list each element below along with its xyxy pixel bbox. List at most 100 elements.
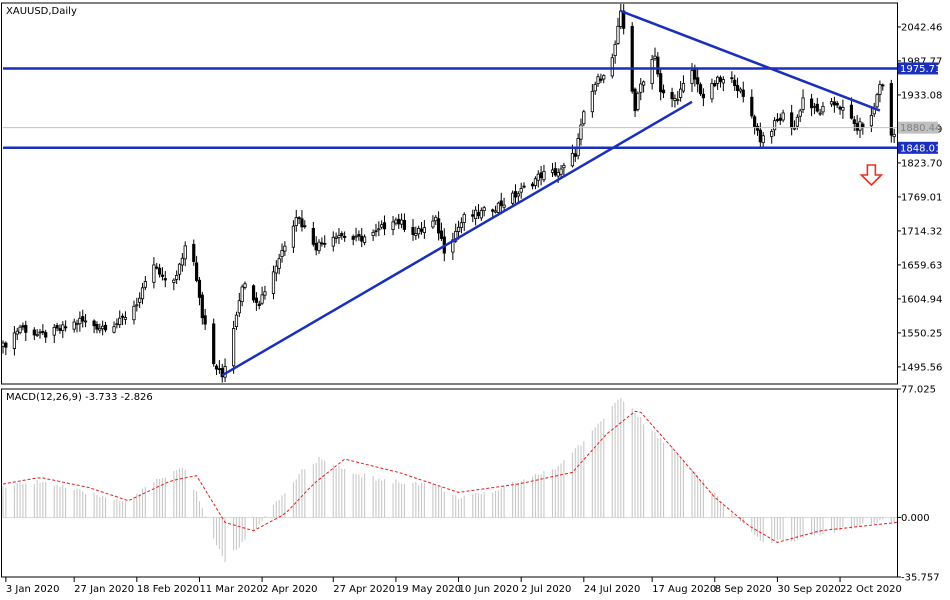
candle: [118, 310, 122, 328]
candle: [832, 96, 836, 113]
candle: [892, 128, 896, 143]
candle: [790, 104, 794, 136]
candle: [4, 341, 8, 356]
candle: [331, 231, 335, 252]
level-price-box: [898, 141, 938, 154]
candle: [382, 215, 387, 236]
candle: [750, 89, 754, 119]
candle: [835, 100, 839, 109]
candle: [733, 74, 737, 91]
candle: [622, 4, 626, 35]
x-tick-label: 24 Jul 2020: [584, 584, 641, 595]
candle: [157, 263, 162, 278]
candle: [1, 340, 5, 354]
candle: [562, 162, 566, 176]
candle: [596, 73, 600, 87]
level-price-box: [898, 62, 938, 75]
candle: [357, 230, 361, 241]
candle: [274, 260, 278, 282]
candle: [519, 182, 523, 199]
candle: [593, 81, 597, 95]
y-tick-label: 1933.08: [901, 90, 942, 101]
candle: [889, 79, 893, 143]
candle: [172, 278, 176, 291]
y-tick-label: 1769.01: [901, 192, 942, 203]
x-tick-label: 2 Jul 2020: [521, 584, 571, 595]
candle: [217, 360, 221, 374]
candle: [251, 284, 256, 303]
candle: [32, 327, 36, 341]
candle: [41, 324, 45, 336]
candle: [195, 255, 199, 283]
candle: [681, 75, 686, 93]
candle: [781, 109, 785, 123]
candle: [542, 164, 546, 183]
candle: [738, 87, 743, 94]
candle: [291, 220, 296, 253]
candle: [257, 300, 261, 310]
candle: [698, 82, 703, 97]
macd-pane: 77.025 0.000 -35.757: [1, 385, 940, 584]
candle: [220, 363, 224, 383]
y-tick-label: 1659.63: [901, 260, 942, 271]
y-tick-label: 1714.32: [901, 226, 942, 237]
candle: [391, 216, 395, 236]
candle: [314, 236, 318, 256]
candle: [337, 228, 341, 244]
candle: [590, 83, 594, 118]
candle: [192, 239, 196, 266]
y-tick-label: 1604.94: [901, 294, 942, 305]
candle: [21, 322, 25, 331]
candle: [362, 234, 367, 246]
candle: [761, 131, 765, 148]
candle: [260, 286, 264, 306]
candle: [630, 22, 634, 94]
candle: [553, 162, 557, 177]
x-tick-label: 2 Apr 2020: [262, 584, 317, 595]
candle: [283, 241, 287, 257]
candle: [656, 52, 660, 78]
candle: [758, 122, 762, 147]
candle: [474, 206, 478, 226]
candle: [670, 87, 674, 108]
x-tick-label: 3 Jan 2020: [6, 584, 60, 595]
candle: [55, 322, 59, 332]
candle: [143, 276, 147, 291]
candle: [44, 329, 48, 343]
price-pane: 2042.461987.771933.081878.391823.701769.…: [1, 2, 942, 385]
candle: [277, 253, 281, 275]
candle: [437, 211, 441, 241]
candle: [482, 205, 486, 217]
candle: [852, 116, 856, 131]
candle: [809, 93, 814, 117]
candle: [530, 181, 535, 190]
candle: [755, 123, 760, 136]
candle: [180, 253, 184, 272]
candle: [582, 109, 586, 127]
candle: [716, 75, 720, 90]
macd-signal-line: [2, 410, 898, 543]
candle: [61, 321, 65, 339]
candle: [536, 170, 540, 188]
candle: [713, 80, 717, 88]
level-price-label: 1975.71: [900, 64, 941, 75]
candle: [12, 326, 16, 356]
chart-title: XAUUSD,Daily: [6, 6, 77, 17]
candle: [38, 328, 42, 339]
candle: [223, 358, 227, 383]
candle: [659, 68, 663, 101]
candle: [493, 205, 498, 214]
macd-y-tick-label: -35.757: [901, 573, 940, 584]
candle: [573, 146, 577, 162]
candle: [753, 114, 757, 135]
candle: [75, 319, 79, 333]
candle: [539, 165, 543, 186]
candle: [377, 221, 381, 237]
candle: [613, 40, 617, 64]
candle: [829, 98, 834, 107]
candle: [770, 128, 774, 144]
candle: [183, 241, 187, 267]
candle: [394, 217, 398, 226]
candle: [138, 292, 142, 309]
